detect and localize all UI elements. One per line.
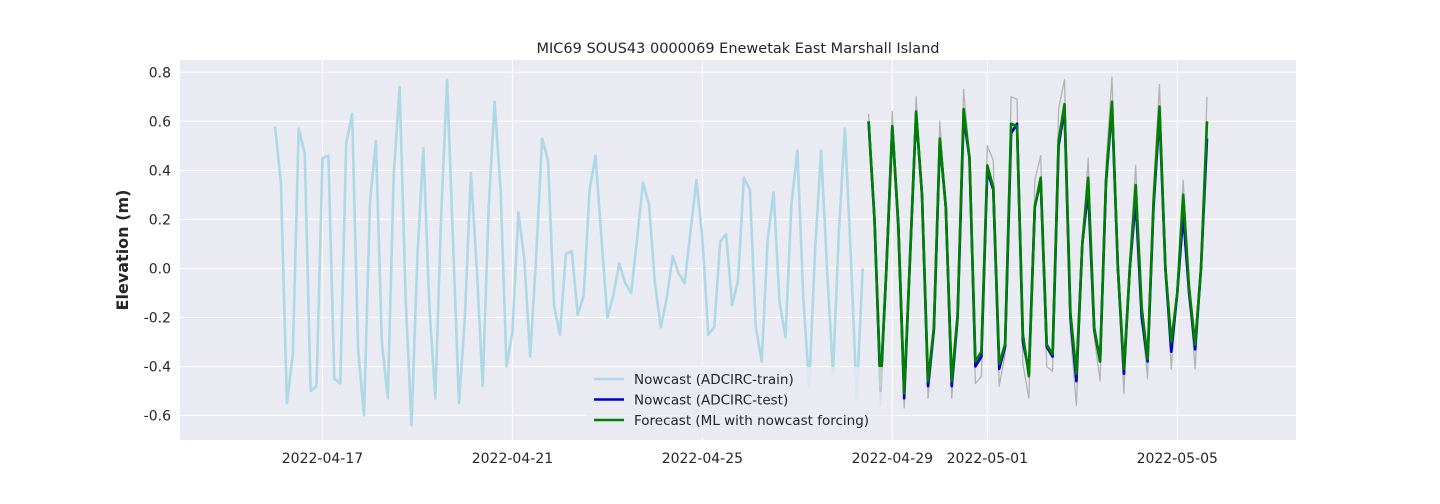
y-tick-label: -0.2 <box>144 310 171 326</box>
legend-label-train: Nowcast (ADCIRC-train) <box>634 372 794 388</box>
y-tick-label: -0.4 <box>144 359 171 375</box>
x-tick-label: 2022-04-25 <box>662 451 743 467</box>
y-axis-label: Elevation (m) <box>113 190 132 311</box>
x-tick-label: 2022-04-29 <box>852 451 933 467</box>
series-line-train <box>273 78 864 427</box>
x-tick-label: 2022-05-01 <box>947 451 1028 467</box>
x-tick-label: 2022-05-05 <box>1137 451 1218 467</box>
chart-title: MIC69 SOUS43 0000069 Enewetak East Marsh… <box>537 41 940 57</box>
series-lines <box>273 76 1209 427</box>
x-tick-label: 2022-04-17 <box>282 451 363 467</box>
x-tick-label: 2022-04-21 <box>472 451 553 467</box>
y-tick-label: -0.6 <box>144 408 171 424</box>
y-tick-label: 0.6 <box>149 114 171 130</box>
y-tick-label: 0.8 <box>149 65 171 81</box>
legend-box <box>585 367 890 439</box>
y-tick-label: 0.2 <box>149 212 171 228</box>
legend: Nowcast (ADCIRC-train) Nowcast (ADCIRC-te… <box>585 367 890 439</box>
y-tick-label: 0.0 <box>149 261 171 277</box>
y-tick-label: 0.4 <box>149 163 171 179</box>
legend-label-forecast: Forecast (ML with nowcast forcing) <box>634 413 869 429</box>
series-line-forecast <box>867 100 1209 395</box>
axis-tick-labels: -0.6 -0.4 -0.2 0.0 0.2 0.4 0.6 0.8 2022-04-17 202… <box>144 65 1218 467</box>
legend-label-test: Nowcast (ADCIRC-test) <box>634 393 788 409</box>
